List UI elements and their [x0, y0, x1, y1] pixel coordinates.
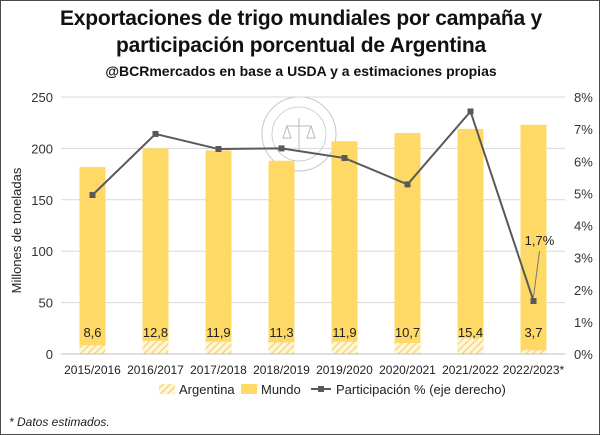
x-tick-label: 2017/2018 — [190, 363, 247, 377]
annotation-label: 1,7% — [525, 233, 555, 248]
chart-title-line2: participación porcentual de Argentina — [116, 34, 486, 57]
x-tick-label: 2016/2017 — [127, 363, 184, 377]
participation-marker — [215, 146, 222, 153]
data-label-argentina: 11,3 — [269, 325, 293, 340]
x-tick-label: 2018/2019 — [253, 363, 310, 377]
bar-mundo — [205, 150, 232, 354]
bar-mundo — [331, 141, 358, 354]
scales-icon — [282, 118, 316, 150]
participation-marker — [404, 181, 411, 188]
y2-tick-label: 4% — [574, 219, 593, 234]
chart-title-line1: Exportaciones de trigo mundiales por cam… — [59, 7, 543, 30]
legend-swatch-mundo — [241, 384, 257, 394]
bar-mundo — [394, 132, 421, 354]
footnote: * Datos estimados. — [9, 415, 110, 429]
bar-mundo — [268, 160, 295, 354]
bar-argentina — [205, 341, 232, 354]
y2-tick-label: 5% — [574, 186, 593, 201]
bar-argentina — [520, 350, 547, 354]
data-label-argentina: 11,9 — [206, 325, 230, 340]
x-tick-label: 2020/2021 — [379, 363, 436, 377]
data-label-argentina: 15,4 — [458, 325, 483, 340]
x-tick-label: 2019/2020 — [316, 363, 373, 377]
chart-subtitle: @BCRmercados en base a USDA y a estimaci… — [105, 63, 497, 79]
legend-label-participacion: Participación % (eje derecho) — [336, 382, 506, 397]
data-label-argentina: 12,8 — [143, 325, 168, 340]
y-tick-label: 0 — [46, 347, 53, 362]
data-label-argentina: 10,7 — [395, 325, 420, 340]
data-label-argentina: 11,9 — [332, 325, 356, 340]
y2-tick-label: 6% — [574, 154, 593, 169]
y2-tick-label: 8% — [574, 90, 593, 105]
y2-tick-label: 7% — [574, 122, 593, 137]
bar-argentina — [268, 342, 295, 354]
y2-tick-label: 0% — [574, 347, 593, 362]
data-label-argentina: 3,7 — [524, 325, 542, 340]
participation-marker — [89, 191, 96, 198]
participation-marker — [530, 297, 537, 304]
bar-mundo — [520, 124, 547, 354]
x-tick-label: 2022/2023* — [503, 363, 565, 377]
bar-mundo — [457, 128, 484, 354]
bar-argentina — [142, 340, 169, 354]
bar-argentina — [79, 345, 106, 354]
bar-mundo — [142, 148, 169, 354]
legend-label-mundo: Mundo — [261, 382, 301, 397]
legend-swatch-argentina — [159, 384, 175, 394]
data-label-argentina: 8,6 — [83, 325, 101, 340]
y2-tick-label: 1% — [574, 315, 593, 330]
participation-marker — [152, 130, 159, 137]
legend-marker-participacion — [318, 386, 324, 392]
bar-argentina — [394, 343, 421, 354]
watermark-seal-inner — [271, 106, 327, 162]
y-tick-label: 100 — [31, 244, 53, 259]
bar-argentina — [457, 338, 484, 354]
y-tick-label: 250 — [31, 90, 53, 105]
x-tick-label: 2015/2016 — [64, 363, 121, 377]
y-tick-label: 200 — [31, 141, 53, 156]
x-tick-label: 2021/2022 — [442, 363, 499, 377]
y-axis-title: Millones de toneladas — [9, 167, 24, 293]
participation-marker — [467, 108, 474, 115]
bar-argentina — [331, 341, 358, 354]
y2-tick-label: 3% — [574, 251, 593, 266]
participation-marker — [278, 145, 285, 152]
participation-marker — [341, 155, 348, 162]
legend-label-argentina: Argentina — [179, 382, 235, 397]
bar-mundo — [79, 166, 106, 354]
annotation-leader — [533, 250, 540, 298]
participation-line — [91, 109, 535, 302]
y-tick-label: 50 — [39, 296, 53, 311]
chart-plot: 8,6 12,8 11,9 11,3 11,9 10,7 15,4 3,7 1,7% 0 50 1… — [9, 90, 593, 397]
y2-tick-label: 2% — [574, 283, 593, 298]
y-tick-label: 150 — [31, 193, 53, 208]
